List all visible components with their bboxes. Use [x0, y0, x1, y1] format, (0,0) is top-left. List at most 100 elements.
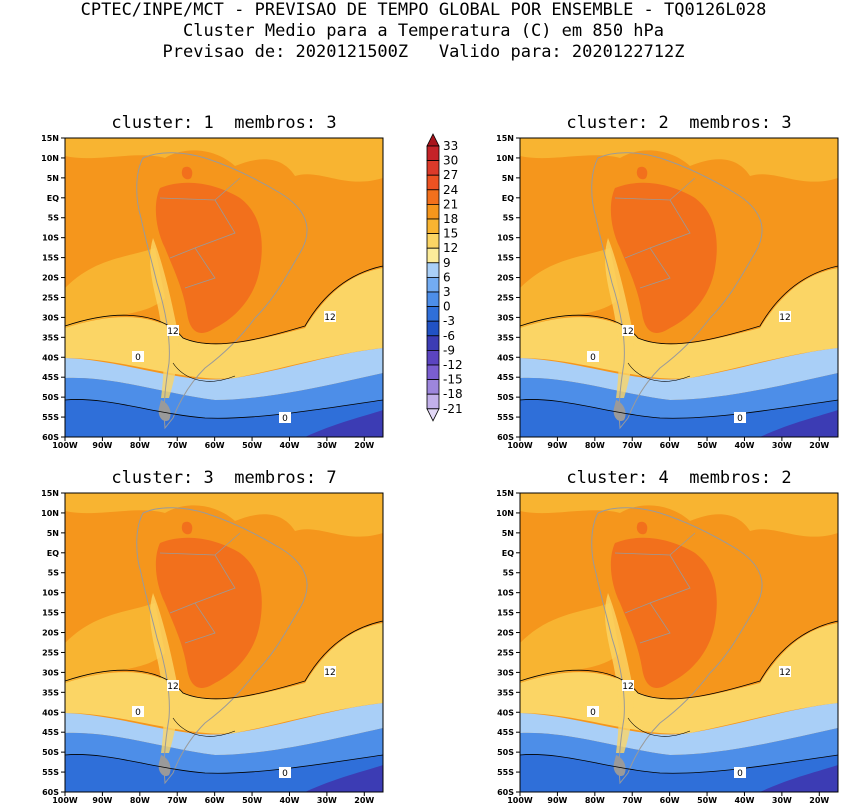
colorbar-label: -3	[443, 314, 455, 328]
lat-tick-label: 50S	[42, 748, 59, 757]
lat-tick-label: 10N	[496, 154, 514, 163]
lon-tick-label: 60W	[205, 441, 225, 450]
lat-tick-label: 40S	[42, 708, 59, 717]
lat-tick-label: 35S	[42, 333, 59, 342]
colorbar-swatch	[426, 335, 440, 351]
lon-tick-label: 50W	[697, 796, 717, 803]
figure-subtitle: Cluster Medio para a Temperatura (C) em …	[182, 21, 665, 41]
lat-tick-label: 45S	[497, 728, 514, 737]
lat-tick-label: 25S	[42, 648, 59, 657]
lat-tick-label: 50S	[497, 748, 514, 757]
map-panel-1: 15N 10N 5N EQ 5S 10S 15S 20S 25S 30S 35S 40S 45S 50S 5…	[41, 134, 384, 450]
contour-label: 0	[135, 708, 141, 718]
colorbar-label: -18	[443, 387, 463, 401]
lon-tick-label: 20W	[809, 441, 829, 450]
lat-tick-label: 10S	[42, 234, 59, 243]
lat-tick-label: 55S	[42, 768, 59, 777]
colorbar-swatch	[426, 145, 440, 162]
lon-tick-label: 90W	[547, 796, 567, 803]
lat-tick-label: 10S	[497, 234, 514, 243]
lat-tick-label: 20S	[42, 629, 59, 638]
lon-tick-label: 40W	[734, 441, 754, 450]
lon-tick-label: 20W	[354, 796, 374, 803]
lat-tick-label: EQ	[47, 549, 59, 558]
lat-tick-label: 60S	[497, 788, 514, 797]
lat-tick-label: 40S	[42, 353, 59, 362]
lon-tick-label: 20W	[354, 441, 374, 450]
lat-tick-label: EQ	[47, 194, 59, 203]
colorbar-label: -21	[443, 402, 463, 416]
lat-tick-label: 10S	[497, 589, 514, 598]
lat-tick-label: 10N	[41, 154, 59, 163]
lon-tick-label: 90W	[92, 441, 112, 450]
lat-tick-label: 15S	[497, 254, 514, 263]
lat-tick-label: 45S	[42, 728, 59, 737]
lon-tick-label: 70W	[167, 441, 187, 450]
colorbar-swatch	[426, 233, 440, 249]
lon-tick-label: 30W	[772, 796, 792, 803]
lat-tick-label: 10N	[41, 509, 59, 518]
colorbar-label: 6	[443, 270, 451, 284]
lon-tick-label: 50W	[242, 441, 262, 450]
lat-tick-label: 5N	[47, 529, 59, 538]
lat-tick-label: 30S	[42, 313, 59, 322]
lon-tick-label: 70W	[622, 441, 642, 450]
lat-tick-label: 40S	[497, 708, 514, 717]
forecast-times: Previsao de: 2020121500Z Valido para: 20…	[162, 42, 685, 62]
lon-tick-label: 40W	[279, 441, 299, 450]
lon-tick-label: 90W	[547, 441, 567, 450]
panel-title-2: cluster: 2 membros: 3	[566, 113, 792, 133]
lat-tick-label: 60S	[42, 433, 59, 442]
colorbar-label: 30	[443, 154, 458, 168]
contour-label: 0	[737, 414, 743, 424]
colorbar-label: -6	[443, 329, 455, 343]
contour-label: 12	[167, 327, 178, 337]
lat-tick-label: 15S	[42, 609, 59, 618]
lon-tick-label: 100W	[507, 441, 533, 450]
lat-tick-label: 55S	[497, 768, 514, 777]
colorbar-swatch	[426, 262, 440, 278]
colorbar-swatch	[426, 174, 440, 191]
colorbar-label: -12	[443, 358, 463, 372]
colorbar-label: 18	[443, 212, 458, 226]
colorbar-swatch	[426, 364, 440, 381]
lon-tick-label: 100W	[507, 796, 533, 803]
lat-tick-label: 25S	[42, 293, 59, 302]
lat-tick-label: 25S	[497, 293, 514, 302]
colorbar-label: 0	[443, 300, 451, 314]
colorbar-swatch	[426, 189, 440, 205]
colorbar-label: 27	[443, 168, 458, 182]
panel-title-1: cluster: 1 membros: 3	[111, 113, 337, 133]
lat-tick-label: 5S	[503, 569, 515, 578]
lat-tick-label: 30S	[497, 668, 514, 677]
lat-tick-label: 35S	[497, 688, 514, 697]
colorbar-swatch	[426, 203, 440, 220]
contour-label: 12	[779, 313, 790, 323]
lat-tick-label: 5N	[47, 174, 59, 183]
contour-label: 12	[779, 668, 790, 678]
lat-tick-label: 40S	[497, 353, 514, 362]
colorbar-label: -15	[443, 373, 463, 387]
lat-tick-label: 15S	[42, 254, 59, 263]
colorbar-swatch	[426, 291, 440, 308]
lat-tick-label: 60S	[497, 433, 514, 442]
lat-tick-label: 15N	[41, 489, 59, 498]
lon-tick-label: 20W	[809, 796, 829, 803]
lat-tick-label: 5N	[502, 529, 514, 538]
contour-label: 0	[737, 769, 743, 779]
lon-tick-label: 80W	[585, 796, 605, 803]
lon-tick-label: 50W	[697, 441, 717, 450]
lon-tick-label: 60W	[205, 796, 225, 803]
lat-tick-label: 50S	[497, 393, 514, 402]
lon-tick-label: 80W	[130, 796, 150, 803]
lat-tick-label: 20S	[497, 629, 514, 638]
contour-label: 0	[135, 353, 141, 363]
colorbar-swatch	[426, 379, 440, 395]
lon-tick-label: 40W	[734, 796, 754, 803]
lat-tick-label: 20S	[497, 274, 514, 283]
lat-tick-label: 5N	[502, 174, 514, 183]
colorbar-swatch	[426, 393, 440, 410]
lon-tick-label: 90W	[92, 796, 112, 803]
colorbar-label: 15	[443, 227, 458, 241]
